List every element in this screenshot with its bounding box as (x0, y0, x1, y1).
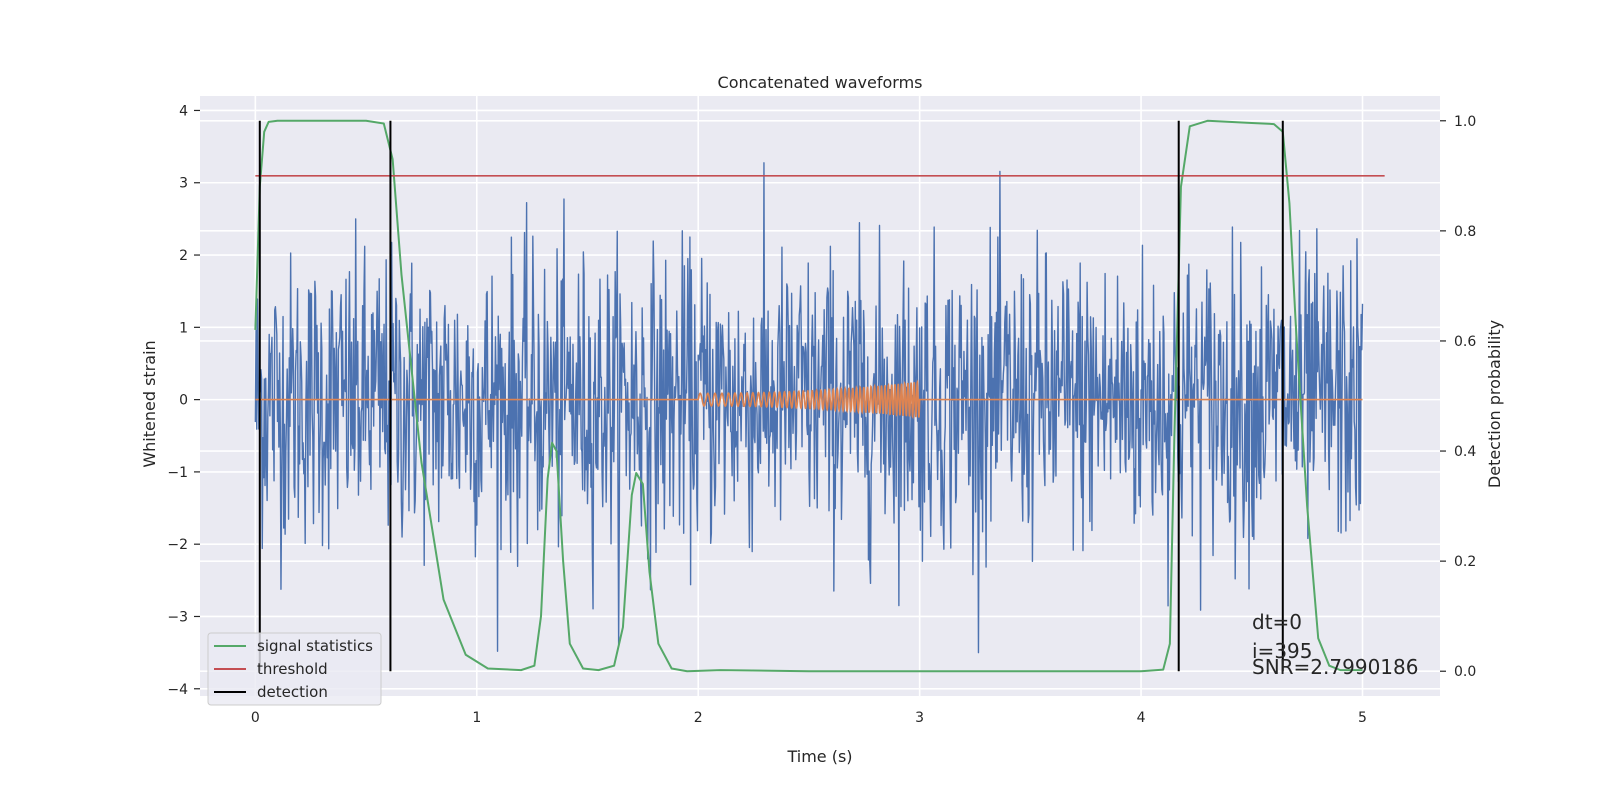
y-tick-label: 2 (179, 248, 188, 264)
y-right-tick-label: 1.0 (1454, 114, 1476, 130)
legend: signal statistics threshold detection (207, 632, 382, 706)
legend-label-threshold: threshold (257, 660, 328, 678)
y-right-tick-label: 0.2 (1454, 554, 1476, 570)
signal-statistics-series (254, 119, 1363, 673)
y-right-tick-label: 0.8 (1454, 224, 1476, 240)
x-tick-label: 4 (1137, 710, 1146, 726)
chart-title: Concatenated waveforms (718, 73, 923, 92)
y-tick-label: −1 (167, 465, 188, 481)
annotation-dt: dt=0 (1252, 610, 1302, 634)
x-tick-label: 3 (915, 710, 924, 726)
y-tick-label: 1 (179, 320, 188, 336)
x-tick-label: 0 (251, 710, 260, 726)
x-tick-label: 5 (1358, 710, 1367, 726)
y-axis-label: Whitened strain (140, 340, 159, 467)
legend-label-signal-statistics: signal statistics (257, 637, 373, 655)
signal-statistics-line (254, 119, 1363, 673)
x-tick-label: 2 (694, 710, 703, 726)
y-tick-label: 4 (179, 103, 188, 119)
injected-waveform-line (255, 379, 1363, 420)
y-tick-label: −4 (167, 682, 188, 698)
legend-label-detection: detection (257, 683, 328, 701)
annotation-snr: SNR=2.7990186 (1252, 655, 1418, 679)
injected-waveform-series (255, 379, 1363, 420)
y-axis-right-label: Detection probability (1485, 320, 1504, 488)
detection-series (258, 120, 1284, 672)
grid (200, 96, 1440, 696)
y-tick-label: −2 (167, 537, 188, 553)
legend-box (207, 632, 382, 706)
y-tick-label: 0 (179, 393, 188, 409)
y-right-tick-label: 0.0 (1454, 664, 1476, 680)
annotation-block: dt=0 i=395 SNR=2.7990186 (1252, 610, 1418, 679)
y-right-tick-label: 0.4 (1454, 444, 1476, 460)
x-tick-label: 1 (472, 710, 481, 726)
x-axis-label: Time (s) (786, 747, 852, 766)
y-tick-label: 3 (179, 176, 188, 192)
y-right-tick-label: 0.6 (1454, 334, 1476, 350)
annotation-index: i=395 (1252, 639, 1313, 663)
y-tick-label: −3 (167, 609, 188, 625)
ticks: 0 1 2 3 4 5 −4 −3 −2 −1 0 1 2 3 4 0.0 0.2 0.4 0.6 0.8 1.0 (167, 103, 1476, 726)
